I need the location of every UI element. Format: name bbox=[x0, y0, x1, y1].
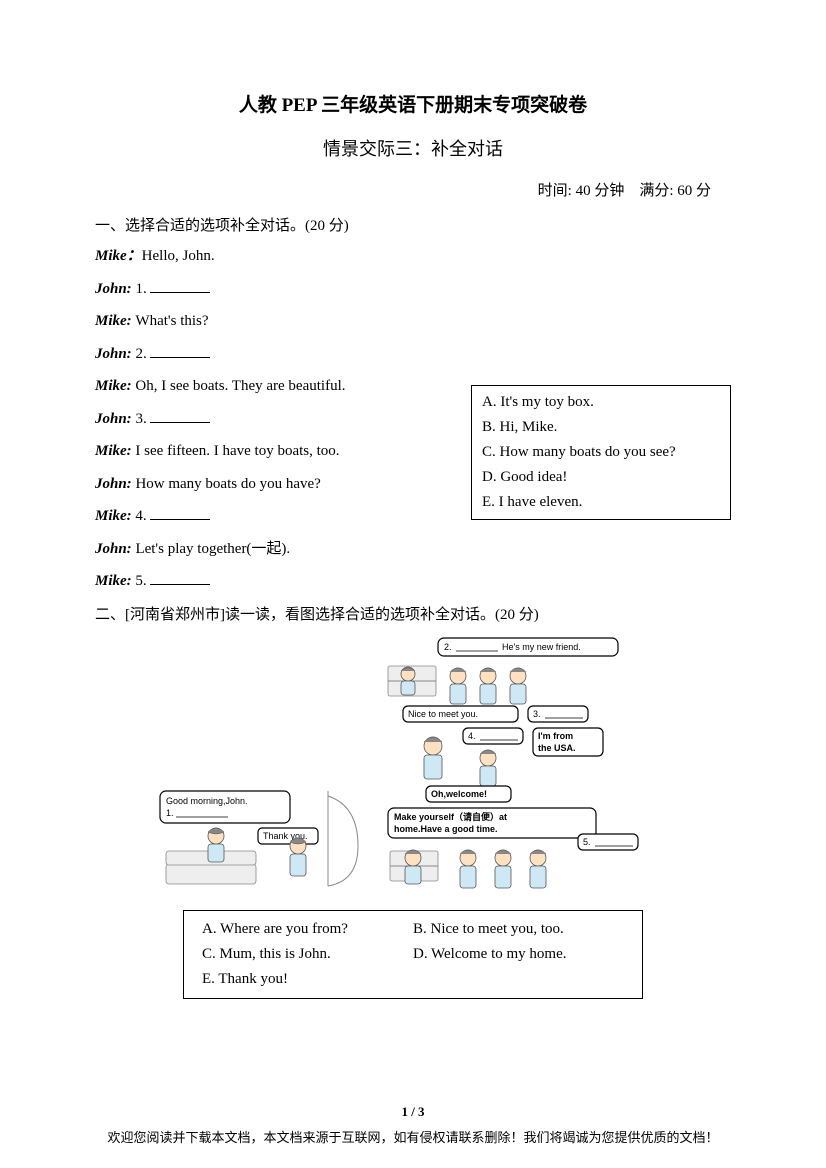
option-row: A. Where are you from?B. Nice to meet yo… bbox=[202, 921, 624, 938]
bubble-nice-text: Nice to meet you. bbox=[408, 709, 478, 719]
option-item: E. I have eleven. bbox=[482, 494, 714, 511]
option-item: D. Good idea! bbox=[482, 469, 714, 486]
dialogue-text: How many boats do you have? bbox=[135, 476, 320, 492]
speaker-label: John: bbox=[95, 541, 135, 557]
dialogue-line: John: 1. bbox=[95, 278, 731, 301]
blank-line bbox=[150, 571, 210, 585]
option-item: C. How many boats do you see? bbox=[482, 444, 714, 461]
bubble-1-num: 1. bbox=[166, 808, 174, 818]
meta-line: 时间: 40 分钟 满分: 60 分 bbox=[95, 179, 731, 200]
dialogue-num: 5. bbox=[135, 573, 150, 589]
comic-area: Good morning,John. 1. Thank you. 2. He's… bbox=[95, 636, 731, 896]
dialogue-text: Let's play together(一起). bbox=[135, 541, 290, 557]
dialogue-num: 1. bbox=[135, 281, 150, 297]
option-item: B. Nice to meet you, too. bbox=[413, 921, 624, 938]
dialogue-line: John: Let's play together(一起). bbox=[95, 538, 731, 561]
footer-note: 欢迎您阅读并下载本文档，本文档来源于互联网，如有侵权请联系删除！我们将竭诚为您提… bbox=[0, 1127, 826, 1146]
option-item: C. Mum, this is John. bbox=[202, 946, 413, 963]
bubble-5-num: 5. bbox=[583, 837, 591, 847]
options-box-2: A. Where are you from?B. Nice to meet yo… bbox=[183, 910, 643, 999]
dialogue-text: What's this? bbox=[135, 313, 208, 329]
dialogue-line: Mike：Hello, John. bbox=[95, 245, 731, 268]
bubble-2-num: 2. bbox=[444, 642, 452, 652]
speaker-label: John: bbox=[95, 281, 135, 297]
option-row: C. Mum, this is John.D. Welcome to my ho… bbox=[202, 946, 624, 963]
title-sub: 情景交际三：补全对话 bbox=[95, 135, 731, 161]
dialogue-text: I see fifteen. I have toy boats, too. bbox=[135, 443, 339, 459]
blank-line bbox=[150, 506, 210, 520]
speaker-label: Mike: bbox=[95, 573, 135, 589]
option-item: A. Where are you from? bbox=[202, 921, 413, 938]
dialogue-line: John: 2. bbox=[95, 343, 731, 366]
blank-line bbox=[150, 409, 210, 423]
option-item: A. It's my toy box. bbox=[482, 394, 714, 411]
option-item: D. Welcome to my home. bbox=[413, 946, 624, 963]
speaker-label: Mike： bbox=[95, 248, 142, 264]
option-row: E. Thank you! bbox=[202, 971, 624, 988]
bubble-make-l2: home.Have a good time. bbox=[394, 824, 498, 834]
bubble-4-num: 4. bbox=[468, 731, 476, 741]
dialogue-area: Mike：Hello, John. John: 1. Mike: What's t… bbox=[95, 245, 731, 593]
speaker-label: Mike: bbox=[95, 378, 135, 394]
speaker-label: Mike: bbox=[95, 443, 135, 459]
bubble-welcome-text: Oh,welcome! bbox=[431, 789, 487, 799]
dialogue-line: Mike: What's this? bbox=[95, 310, 731, 333]
dialogue-text: Hello, John. bbox=[142, 248, 215, 264]
blank-line bbox=[150, 344, 210, 358]
bubble-make-l1: Make yourself（请自便）at bbox=[394, 811, 507, 822]
dialogue-line: Mike: 5. bbox=[95, 570, 731, 593]
speaker-label: Mike: bbox=[95, 313, 135, 329]
bubble-3-num: 3. bbox=[533, 709, 541, 719]
section1-header: 一、选择合适的选项补全对话。(20 分) bbox=[95, 214, 731, 235]
bubble-usa-l2: the USA. bbox=[538, 743, 576, 753]
dialogue-text: Oh, I see boats. They are beautiful. bbox=[135, 378, 345, 394]
dialogue-num: 2. bbox=[135, 346, 150, 362]
page-number: 1 / 3 bbox=[0, 1104, 826, 1120]
bubble-1-line1: Good morning,John. bbox=[166, 796, 248, 806]
speaker-label: John: bbox=[95, 346, 135, 362]
option-item bbox=[413, 971, 624, 988]
bubble-usa-l1: I'm from bbox=[538, 731, 573, 741]
bubble-2-text: He's my new friend. bbox=[502, 642, 581, 652]
section2-header: 二、[河南省郑州市]读一读，看图选择合适的选项补全对话。(20 分) bbox=[95, 603, 731, 624]
dialogue-num: 3. bbox=[135, 411, 150, 427]
comic-svg: Good morning,John. 1. Thank you. 2. He's… bbox=[158, 636, 668, 896]
dialogue-num: 4. bbox=[135, 508, 150, 524]
title-main: 人教 PEP 三年级英语下册期末专项突破卷 bbox=[95, 90, 731, 117]
speaker-label: John: bbox=[95, 411, 135, 427]
speaker-label: Mike: bbox=[95, 508, 135, 524]
option-item: E. Thank you! bbox=[202, 971, 413, 988]
blank-line bbox=[150, 279, 210, 293]
option-item: B. Hi, Mike. bbox=[482, 419, 714, 436]
options-box-1: A. It's my toy box. B. Hi, Mike. C. How ma… bbox=[471, 385, 731, 520]
speaker-label: John: bbox=[95, 476, 135, 492]
